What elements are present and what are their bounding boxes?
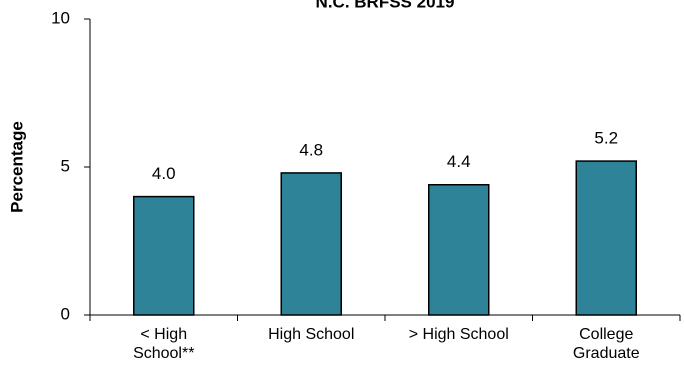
bar [428, 184, 490, 316]
x-tick-label: < High School** [133, 326, 195, 362]
x-tick-label: High School [268, 326, 355, 343]
value-label: 4.0 [152, 164, 176, 183]
bar [133, 195, 195, 316]
chart-title: N.C. BRFSS 2019 [316, 0, 455, 11]
bar [575, 160, 637, 316]
value-label: 5.2 [594, 129, 618, 148]
y-axis-label: Percentage [7, 121, 26, 213]
x-tick-label: > High School [408, 326, 509, 343]
bar [280, 172, 342, 316]
value-label: 4.4 [447, 152, 471, 171]
y-tick-label: 0 [61, 304, 70, 323]
y-tick-label: 5 [61, 156, 70, 175]
value-label: 4.8 [299, 140, 323, 159]
x-tick-label: College Graduate [572, 326, 640, 362]
y-tick-label: 10 [51, 8, 70, 27]
